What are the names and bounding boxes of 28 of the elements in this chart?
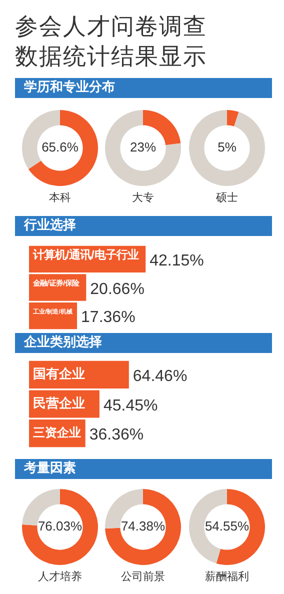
data-label: 74.38% — [120, 518, 166, 534]
category-label: 计算机/通讯/电子行业 — [33, 249, 138, 262]
data-label: 5% — [218, 140, 237, 155]
text: 人才培养 — [37, 569, 83, 584]
data-label: 54.55% — [204, 518, 250, 534]
chart-title: 考量因素 — [15, 459, 272, 479]
chart-title: 行业选择 — [15, 216, 272, 236]
text: 参会人才问卷调查 — [15, 13, 207, 42]
data-label: 23% — [130, 140, 156, 155]
data-label: 17.36% — [81, 309, 136, 326]
data-label: 36.36% — [89, 426, 144, 444]
data-label: 45.45% — [103, 397, 158, 414]
data-label: 20.66% — [90, 280, 144, 298]
category-label: 三资企业 — [33, 426, 81, 440]
data-label: 64.46% — [132, 368, 188, 386]
category-label: 民营企业 — [33, 396, 85, 411]
category-label: 国有企业 — [33, 366, 85, 382]
text: 数据统计结果显示 — [15, 43, 207, 72]
text: 大专 — [131, 190, 155, 205]
chart-title: 企业类别选择 — [15, 333, 272, 353]
data-label: 65.6% — [42, 140, 79, 155]
text: 硕士 — [215, 190, 239, 205]
text: 公司前景 — [120, 569, 166, 584]
chart-title: 学历和专业分布 — [15, 78, 272, 98]
data-label: 76.03% — [38, 518, 82, 534]
data-label: 42.15% — [150, 252, 204, 270]
text: 薪酬福利 — [204, 569, 250, 584]
text: 本科 — [48, 190, 72, 205]
